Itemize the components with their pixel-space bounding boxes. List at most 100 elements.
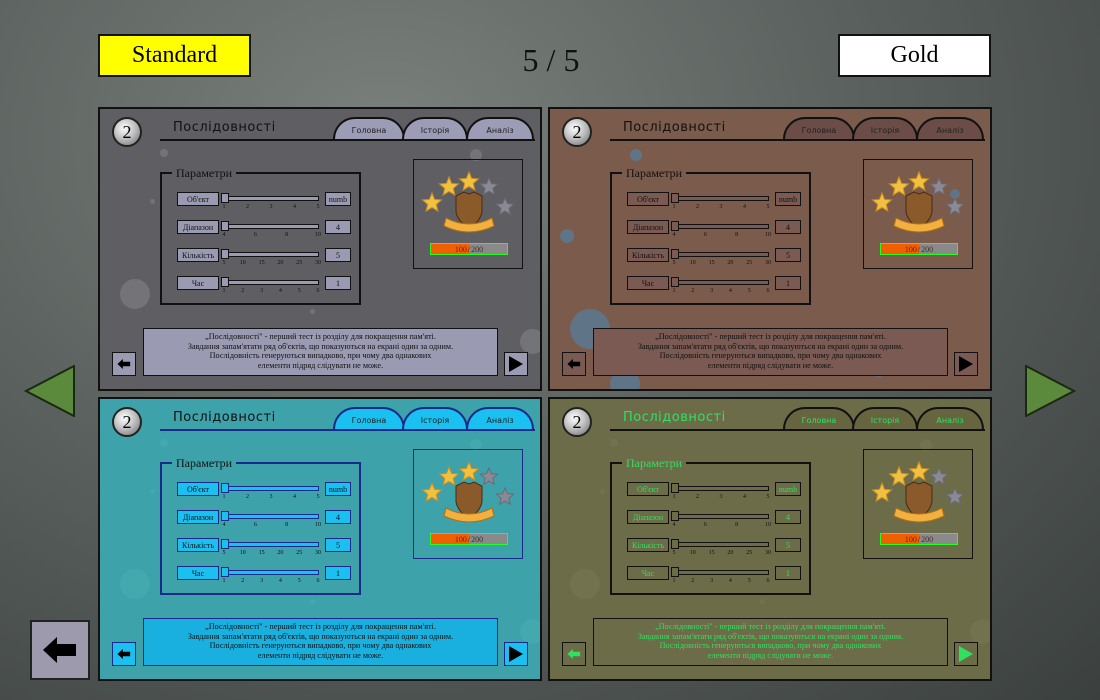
slider-handle[interactable]: [221, 277, 229, 287]
theme-preview-olive[interactable]: 2 Послідовності Головна Історія Аналіз Пар…: [548, 397, 992, 681]
tab-1[interactable]: Історія: [402, 407, 468, 431]
slider-ticks: 4 6 8 10: [673, 232, 772, 242]
param-slider[interactable]: [673, 224, 769, 229]
tab-0[interactable]: Головна: [783, 407, 855, 431]
param-row: Кількість 5 10 15 20 25 30 5: [627, 538, 802, 564]
slider-handle[interactable]: [671, 483, 679, 493]
panel-title: Послідовності: [173, 120, 276, 135]
rank-emblem: [421, 170, 515, 233]
slider-handle[interactable]: [221, 539, 229, 549]
param-slider[interactable]: [223, 514, 319, 519]
star-empty-icon: [945, 486, 965, 506]
tab-0[interactable]: Головна: [333, 117, 405, 141]
param-label: Кількість: [627, 248, 669, 262]
param-slider[interactable]: [223, 224, 319, 229]
progress-separator: /: [917, 534, 921, 544]
slider-handle[interactable]: [221, 221, 229, 231]
slider-tick-label: 30: [765, 260, 771, 266]
param-label: Об'єкт: [177, 482, 219, 496]
prev-page-arrow-icon[interactable]: [24, 365, 76, 417]
param-row: Кількість 5 10 15 20 25 30 5: [177, 248, 352, 274]
tab-2[interactable]: Аналіз: [916, 407, 984, 431]
tab-2[interactable]: Аналіз: [916, 117, 984, 141]
theme-preview-brown[interactable]: 2 Послідовності Головна Історія Аналіз Пар…: [548, 107, 992, 391]
slider-ticks: 1 2 3 4 5: [673, 494, 770, 504]
param-slider[interactable]: [223, 280, 319, 285]
param-slider[interactable]: [223, 252, 319, 257]
param-slider[interactable]: [673, 196, 769, 201]
play-button[interactable]: [954, 642, 978, 666]
slider-handle[interactable]: [671, 221, 679, 231]
title-underline: [160, 139, 535, 141]
tab-0[interactable]: Головна: [333, 407, 405, 431]
slider-handle[interactable]: [221, 511, 229, 521]
slider-ticks: 5 10 15 20 25 30: [222, 550, 322, 560]
description-box: „Послідовності" - перший тест із розділу…: [143, 328, 498, 376]
slider-ticks: 1 2 3 4 5: [673, 204, 770, 214]
theme-preview-teal[interactable]: 2 Послідовності Головна Історія Аналіз Пар…: [98, 397, 542, 681]
slider-handle[interactable]: [221, 249, 229, 259]
progress-separator: /: [917, 244, 921, 254]
slider-ticks: 1 2 3 4 5 6: [223, 578, 320, 588]
slider-handle[interactable]: [671, 539, 679, 549]
param-label: Діапазон: [627, 510, 669, 524]
background-splatter: [610, 439, 618, 447]
param-slider[interactable]: [673, 280, 769, 285]
tab-0[interactable]: Головна: [783, 117, 855, 141]
play-button[interactable]: [504, 642, 528, 666]
back-button[interactable]: [562, 642, 586, 666]
param-slider[interactable]: [673, 570, 769, 575]
back-arrow-icon: [567, 649, 581, 659]
tab-1[interactable]: Історія: [852, 407, 918, 431]
param-label: Кількість: [177, 248, 219, 262]
play-button[interactable]: [954, 352, 978, 376]
param-label: Час: [177, 276, 219, 290]
slider-tick-label: 25: [296, 550, 303, 556]
param-slider[interactable]: [223, 486, 319, 491]
slider-handle[interactable]: [671, 511, 679, 521]
background-splatter: [600, 489, 605, 494]
back-button[interactable]: [112, 642, 136, 666]
slider-handle[interactable]: [671, 193, 679, 203]
param-value: 5: [325, 538, 351, 552]
description-line: „Послідовності" - перший тест із розділу…: [655, 622, 886, 631]
slider-tick-label: 5: [222, 550, 226, 556]
standard-button[interactable]: Standard: [98, 34, 251, 77]
theme-preview-grey[interactable]: 2 Послідовності Головна Історія Аналіз Пар…: [98, 107, 542, 391]
slider-handle[interactable]: [671, 249, 679, 259]
param-slider[interactable]: [223, 542, 319, 547]
gold-button[interactable]: Gold: [838, 34, 991, 77]
slider-tick-label: 8: [285, 232, 289, 238]
tab-1[interactable]: Історія: [852, 117, 918, 141]
slider-handle[interactable]: [221, 483, 229, 493]
param-slider[interactable]: [223, 570, 319, 575]
param-row: Діапазон 4 6 8 10 4: [627, 510, 802, 536]
background-splatter: [160, 439, 168, 447]
slider-tick-label: 4: [222, 232, 226, 238]
slider-handle[interactable]: [671, 567, 679, 577]
back-button[interactable]: [112, 352, 136, 376]
slider-tick-label: 1: [222, 204, 226, 210]
description-line: елементи підряд слідувати не може.: [257, 650, 384, 660]
tab-2[interactable]: Аналіз: [466, 407, 534, 431]
param-slider[interactable]: [673, 542, 769, 547]
param-slider[interactable]: [673, 486, 769, 491]
slider-handle[interactable]: [221, 193, 229, 203]
back-button[interactable]: [30, 620, 90, 680]
param-slider[interactable]: [223, 196, 319, 201]
param-slider[interactable]: [673, 252, 769, 257]
tab-2[interactable]: Аналіз: [466, 117, 534, 141]
parameters-box: Параметри Об'єкт 1 2 3 4 5 numb Діапазон 4 6 8…: [610, 456, 811, 595]
slider-tick-label: 3: [710, 578, 714, 584]
back-button[interactable]: [562, 352, 586, 376]
param-value: numb: [775, 192, 801, 206]
play-button[interactable]: [504, 352, 528, 376]
slider-tick-label: 15: [708, 260, 715, 266]
slider-handle[interactable]: [221, 567, 229, 577]
next-page-arrow-icon[interactable]: [1024, 365, 1076, 417]
star-filled-icon: [458, 170, 480, 192]
param-label: Об'єкт: [627, 482, 669, 496]
param-slider[interactable]: [673, 514, 769, 519]
tab-1[interactable]: Історія: [402, 117, 468, 141]
slider-handle[interactable]: [671, 277, 679, 287]
